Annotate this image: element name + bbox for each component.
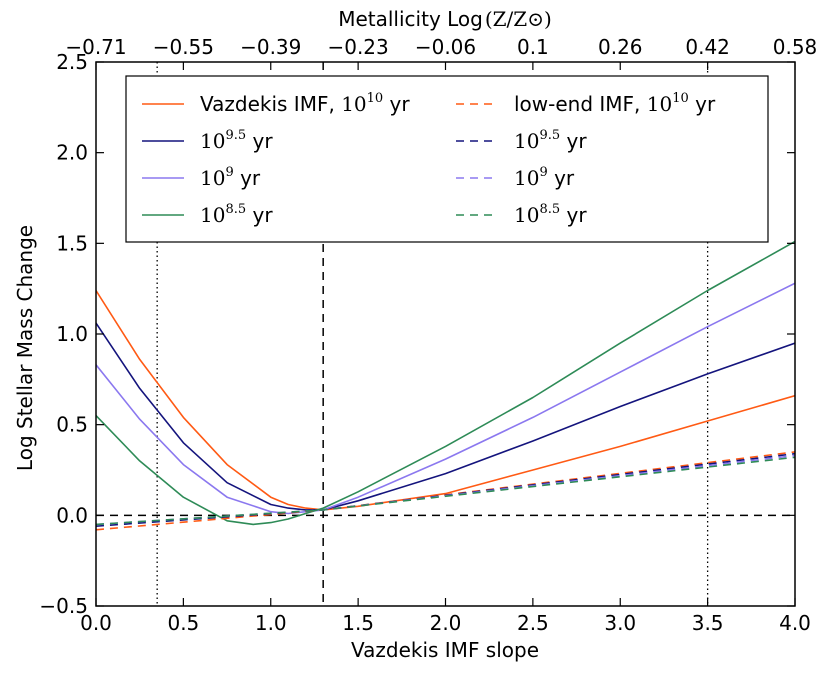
legend-label-1: 109.5 yr — [200, 128, 273, 153]
y-tick-label-1: 0.0 — [56, 503, 88, 527]
top-tick-label-4: −0.06 — [415, 35, 476, 59]
axes: 0.0 0.5 1.0 1.5 2.0 2.5 3.0 3.5 4.0−0.50.00.51.0… — [39, 35, 817, 635]
legend-base-5: 10 — [514, 129, 539, 153]
legend-label-text-0: Vazdekis IMF, — [200, 92, 335, 116]
series-line-3 — [96, 240, 795, 526]
legend-label-text-4: low-end IMF, — [514, 92, 640, 116]
series-line-1 — [96, 322, 795, 511]
legend-label-0: Vazdekis IMF, 1010 yr — [200, 91, 410, 116]
x-axis-label: Vazdekis IMF slope — [351, 638, 539, 662]
legend-base-1: 10 — [200, 129, 225, 153]
legend-exponent-1: 9.5 — [225, 128, 246, 143]
legend-unit-2: yr — [240, 166, 261, 190]
series-line-6 — [96, 454, 795, 526]
series-group — [96, 240, 795, 531]
legend-exponent-0: 10 — [367, 91, 384, 106]
top-tick-label-7: 0.42 — [685, 35, 730, 59]
y-tick-label-3: 1.0 — [56, 322, 88, 346]
x-tick-label-7: 3.5 — [692, 611, 724, 635]
x-tick-label-3: 1.5 — [342, 611, 374, 635]
legend-label-3: 108.5 yr — [200, 202, 273, 227]
x-tick-label-8: 4.0 — [779, 611, 811, 635]
legend-unit-5: yr — [567, 129, 588, 153]
top-tick-label-8: 0.58 — [773, 35, 818, 59]
x-tick-label-6: 3.0 — [604, 611, 636, 635]
legend-base-3: 10 — [200, 203, 225, 227]
y-tick-label-0: −0.5 — [39, 594, 88, 618]
x-tick-label-0: 0.0 — [80, 611, 112, 635]
legend-unit-1: yr — [253, 129, 274, 153]
legend-label-4: low-end IMF, 1010 yr — [514, 91, 716, 116]
series-line-7 — [96, 456, 795, 526]
legend-base-7: 10 — [514, 203, 539, 227]
x-tick-label-1: 0.5 — [167, 611, 199, 635]
y-axis-label: Log Stellar Mass Change — [13, 225, 37, 471]
legend-unit-6: yr — [554, 166, 575, 190]
x-tick-label-4: 2.0 — [430, 611, 462, 635]
x-tick-label-2: 1.0 — [255, 611, 287, 635]
legend-exponent-6: 9 — [539, 165, 547, 180]
y-tick-label-5: 2.0 — [56, 141, 88, 165]
legend-base-2: 10 — [200, 166, 225, 190]
legend-unit-3: yr — [253, 203, 274, 227]
legend-unit-4: yr — [695, 92, 716, 116]
top-tick-label-0: −0.71 — [65, 35, 126, 59]
top-tick-label-6: 0.26 — [598, 35, 643, 59]
top-tick-label-3: −0.23 — [327, 35, 388, 59]
y-tick-label-4: 1.5 — [56, 231, 88, 255]
top-tick-label-2: −0.39 — [240, 35, 301, 59]
top-axis-label-text: Metallicity Log — [338, 7, 483, 31]
legend-label-2: 109 yr — [200, 165, 261, 190]
legend-label-6: 109 yr — [514, 165, 575, 190]
legend-exponent-7: 8.5 — [539, 202, 560, 217]
top-axis-label: Metallicity Log (Z/Z⊙) — [338, 7, 552, 31]
y-tick-label-2: 0.5 — [56, 413, 88, 437]
legend-label-5: 109.5 yr — [514, 128, 587, 153]
top-tick-label-1: −0.55 — [153, 35, 214, 59]
series-line-2 — [96, 282, 795, 515]
legend-base-0: 10 — [341, 92, 366, 116]
legend-unit-7: yr — [567, 203, 588, 227]
top-tick-label-5: 0.1 — [517, 35, 549, 59]
legend-exponent-4: 10 — [672, 91, 689, 106]
legend-exponent-2: 9 — [225, 165, 233, 180]
legend-unit-0: yr — [390, 92, 411, 116]
legend-exponent-5: 9.5 — [539, 128, 560, 143]
y-tick-label-6: 2.5 — [56, 50, 88, 74]
x-tick-label-5: 2.5 — [517, 611, 549, 635]
plot-area — [96, 62, 795, 606]
legend-base-4: 10 — [647, 92, 672, 116]
legend-box — [125, 75, 769, 243]
legend-base-6: 10 — [514, 166, 539, 190]
legend-exponent-3: 8.5 — [225, 202, 246, 217]
legend-label-7: 108.5 yr — [514, 202, 587, 227]
top-axis-label-math: (Z/Z⊙) — [485, 7, 552, 31]
series-line-0 — [96, 290, 795, 511]
